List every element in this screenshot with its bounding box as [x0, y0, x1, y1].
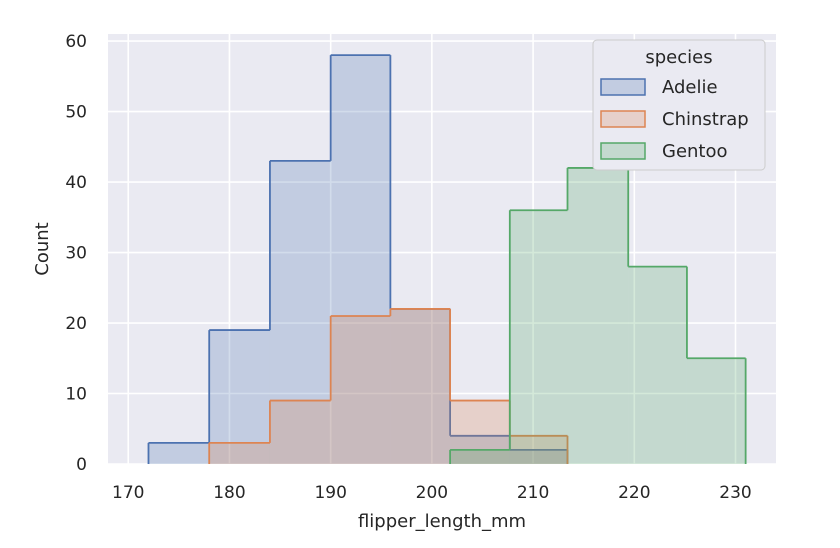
bar-adelie	[269, 160, 331, 464]
legend-swatch-chinstrap	[600, 110, 646, 128]
bar-chinstrap	[450, 400, 510, 464]
bar-chinstrap	[269, 400, 331, 464]
bar-gentoo	[567, 167, 629, 464]
bar-gentoo	[686, 358, 746, 464]
bar-gentoo	[509, 210, 568, 464]
y-tick-label: 50	[65, 103, 87, 123]
x-tick-label: 210	[517, 483, 549, 503]
y-tick-label: 0	[76, 455, 87, 475]
x-tick-label: 180	[213, 483, 245, 503]
bar-adelie	[330, 55, 391, 464]
bar-adelie	[148, 442, 210, 464]
y-axis-label: Count	[32, 222, 53, 275]
x-tick-label: 230	[719, 483, 751, 503]
bar-adelie	[209, 330, 270, 464]
legend-label-chinstrap: Chinstrap	[662, 109, 749, 130]
x-tick-label: 200	[416, 483, 448, 503]
bar-adelie	[509, 449, 568, 464]
outline-gentoo	[449, 167, 747, 464]
x-tick-label: 190	[314, 483, 346, 503]
x-axis-label: flipper_length_mm	[358, 511, 526, 532]
bar-chinstrap	[330, 315, 391, 464]
y-tick-label: 20	[65, 314, 87, 334]
legend-swatch-adelie	[600, 78, 646, 96]
legend-label-adelie: Adelie	[662, 77, 718, 98]
x-tick-labels: 170 180 190 200 210 220 230	[112, 483, 752, 503]
bar-chinstrap	[509, 435, 568, 464]
x-tick-label: 220	[618, 483, 650, 503]
legend-title: species	[645, 47, 712, 68]
bar-adelie	[390, 308, 451, 464]
y-tick-label: 40	[65, 173, 87, 193]
legend-label-gentoo: Gentoo	[662, 141, 728, 162]
y-tick-labels: 0 10 20 30 40 50 60	[65, 32, 87, 475]
bar-chinstrap	[209, 442, 270, 464]
y-tick-label: 60	[65, 32, 87, 52]
legend: species Adelie Chinstrap Gentoo	[592, 39, 766, 171]
legend-frame	[592, 39, 766, 171]
bar-gentoo	[450, 449, 510, 464]
bar-gentoo	[628, 266, 687, 464]
histogram-bars	[147, 54, 747, 464]
x-tick-label: 170	[112, 483, 144, 503]
y-tick-label: 10	[65, 385, 87, 405]
bar-chinstrap	[390, 308, 451, 464]
y-tick-label: 30	[65, 244, 87, 264]
legend-swatch-gentoo	[600, 142, 646, 160]
